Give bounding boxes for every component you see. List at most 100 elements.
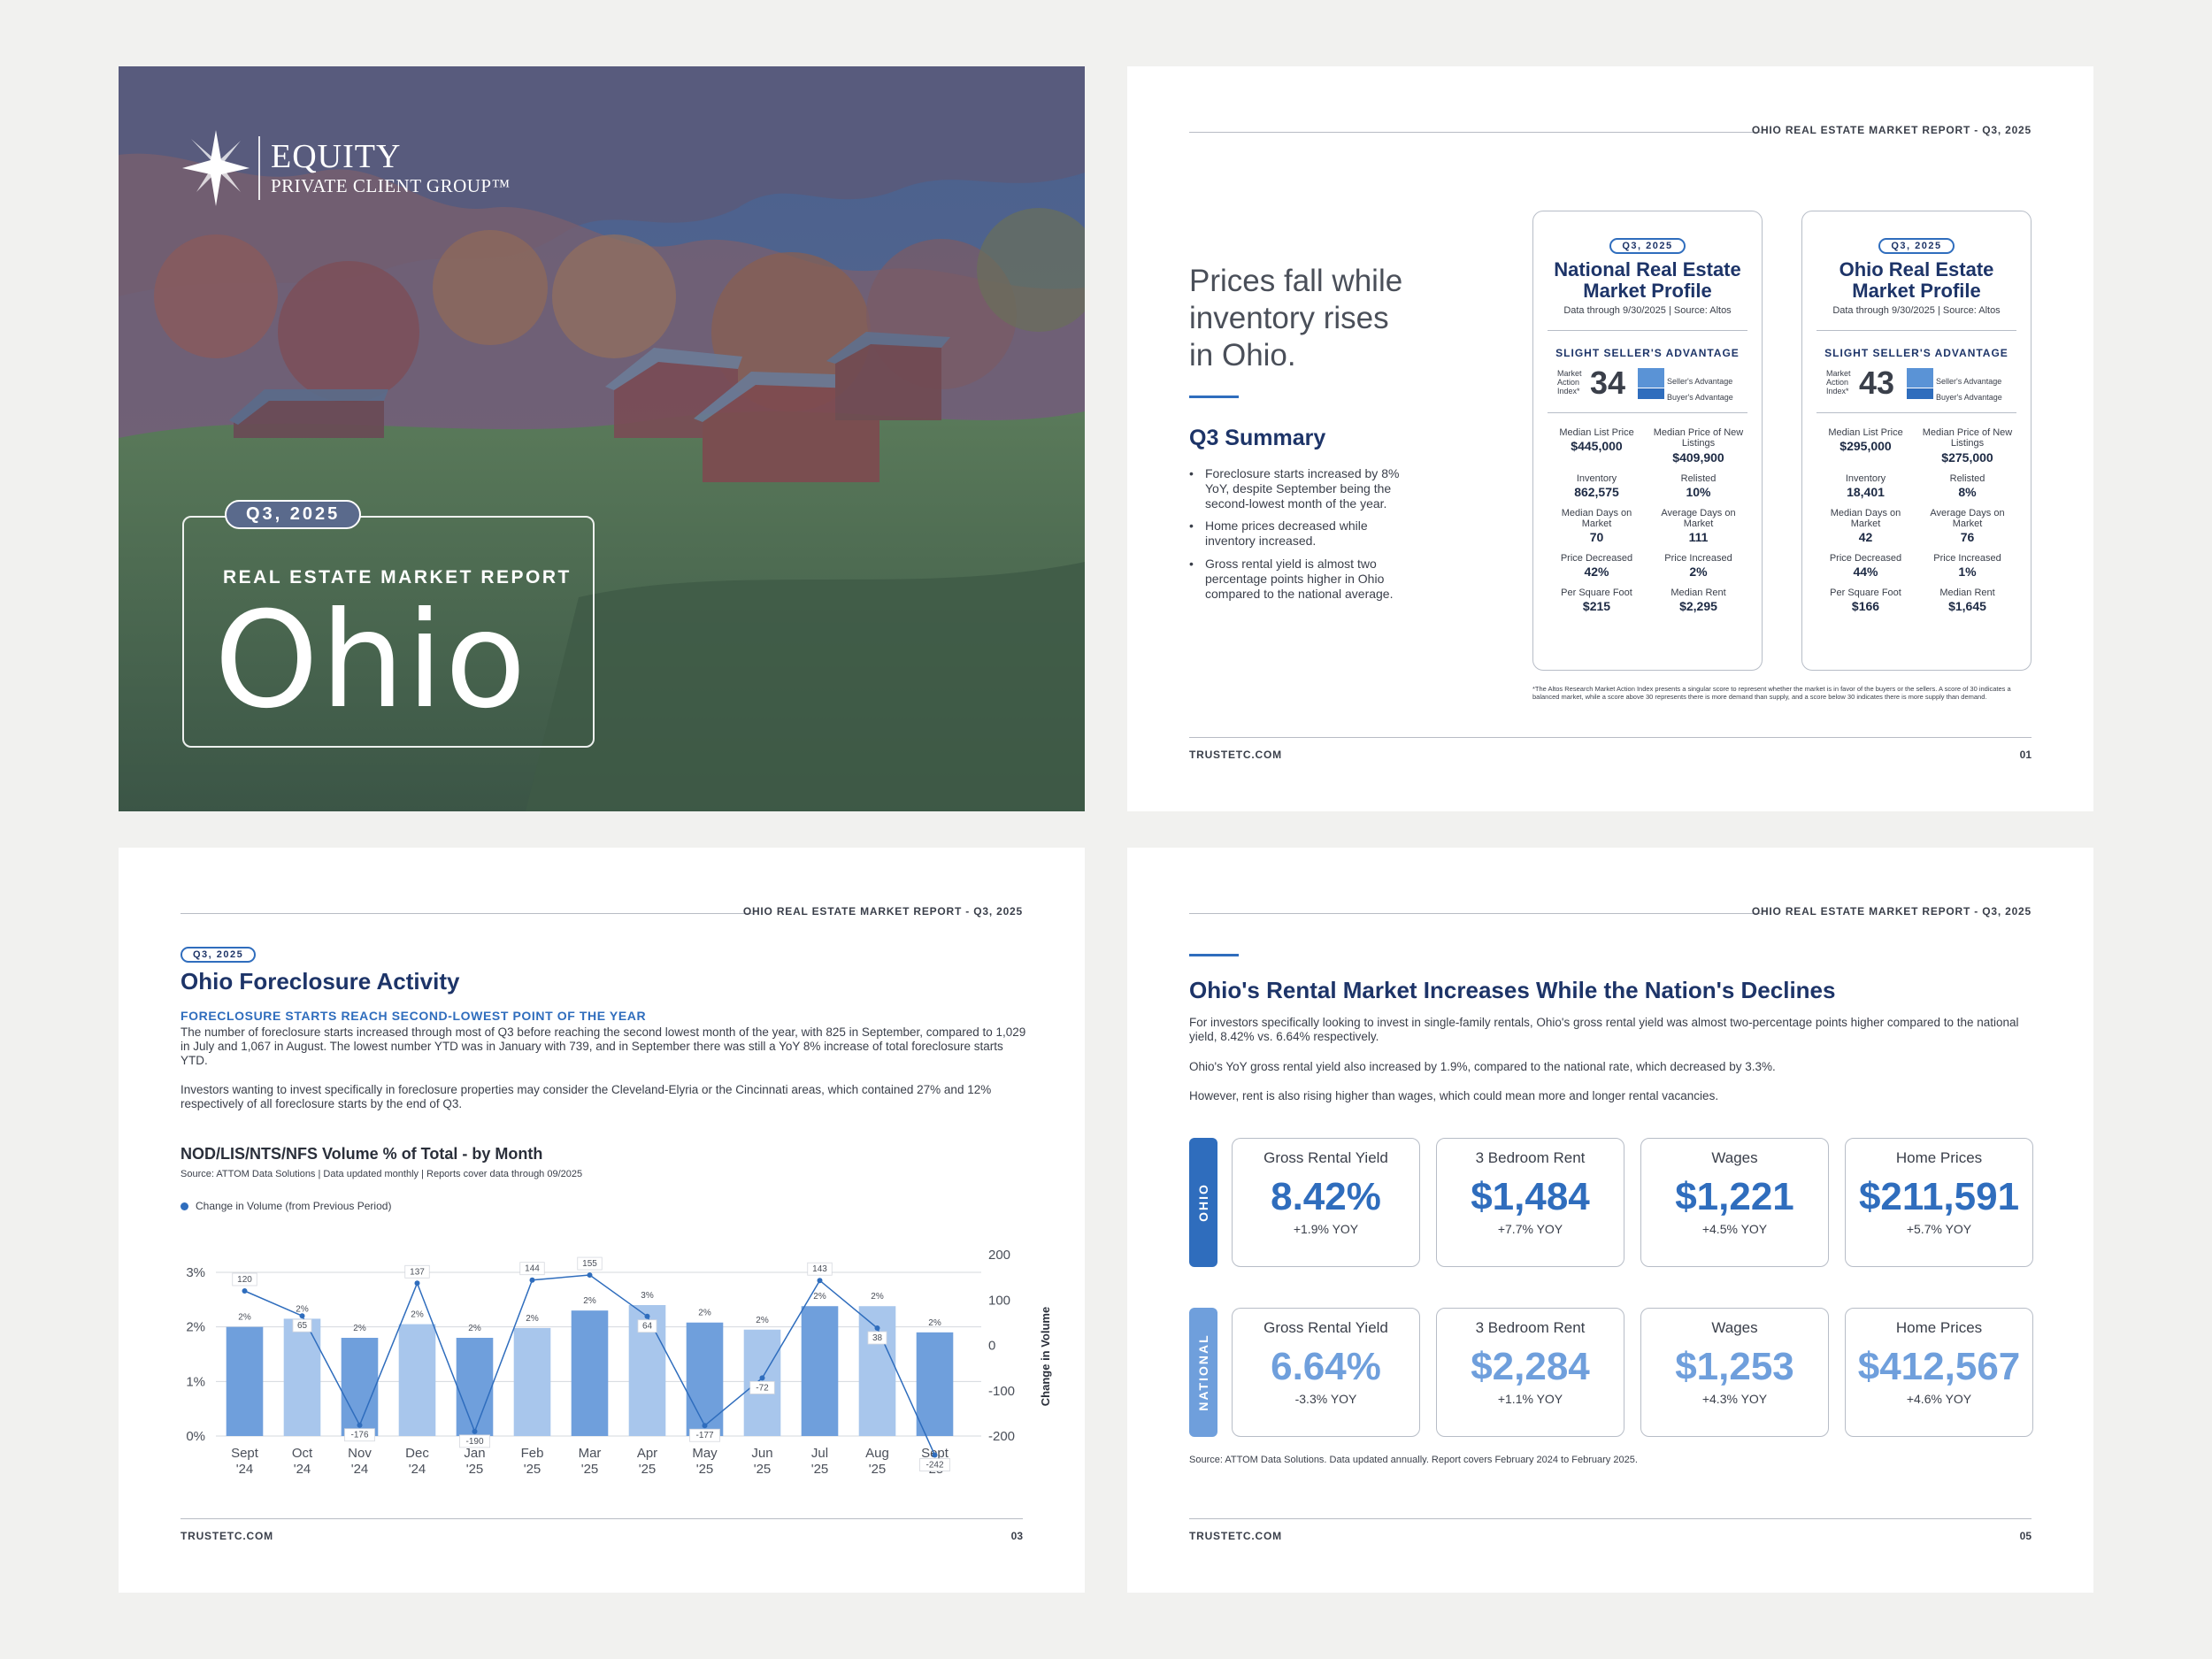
stat-label: Median Price of New Listings: [1653, 427, 1744, 449]
stat-value: $275,000: [1941, 449, 1993, 465]
bar-value-label: 2%: [296, 1304, 309, 1314]
stat-value: $166: [1851, 599, 1880, 614]
cover-title-frame: [182, 516, 595, 748]
header-rule: [1189, 132, 1762, 133]
logo-divider: [258, 136, 260, 200]
stat-label: Price Decreased: [1829, 552, 1902, 564]
footer-site: TRUSTETC.COM: [180, 1530, 273, 1542]
page-number: 01: [2019, 749, 2032, 761]
metric-change: +1.1% YOY: [1497, 1392, 1563, 1407]
market-action-index: Market Action Index* 34 Seller's Advanta…: [1533, 365, 1762, 409]
profile-source: Data through 9/30/2025 | Source: Altos: [1563, 305, 1732, 317]
bar: [571, 1310, 609, 1436]
metric-value: $211,591: [1858, 1175, 2020, 1218]
buyers-label: Buyer's Advantage: [1936, 393, 2002, 403]
index-label: Market Action Index*: [1557, 369, 1582, 396]
x-tick-label: Aug: [865, 1446, 889, 1461]
autumn-farm-landscape-photo: [119, 66, 1085, 811]
x-tick-label: Dec: [405, 1446, 429, 1461]
header-text: OHIO REAL ESTATE MARKET REPORT - Q3, 202…: [742, 905, 1023, 918]
lead-statement: Prices fall while inventory rises in Ohi…: [1189, 264, 1403, 373]
metric-card: Gross Rental Yield 6.64% -3.3% YOY: [1232, 1308, 1420, 1437]
stat: Median Rent $2,295: [1647, 588, 1749, 613]
body-paragraph: Investors wanting to invest specifically…: [180, 1083, 992, 1111]
line-point: [759, 1375, 765, 1381]
stat: Price Decreased 42%: [1546, 553, 1647, 579]
stat-value: 8%: [1958, 484, 1977, 499]
metric-card: Home Prices $412,567 +4.6% YOY: [1845, 1308, 2033, 1437]
profile-stats: Median List Price $295,000 Median Price o…: [1815, 427, 2018, 613]
x-tick-label: '25: [524, 1462, 541, 1476]
summary-bullets: Foreclosure starts increased by 8% YoY, …: [1189, 466, 1421, 609]
profile-quarter-badge: Q3, 2025: [1609, 238, 1686, 254]
x-tick-label: '24: [409, 1462, 426, 1476]
line-value-label-box: [519, 1262, 545, 1276]
metric-change: +4.6% YOY: [1906, 1392, 1972, 1407]
metric-label: Wages: [1711, 1319, 1758, 1336]
line-value-label: 143: [812, 1264, 827, 1274]
stat-value: 42: [1858, 529, 1873, 544]
profile-title-line: Market Profile: [1852, 280, 1981, 303]
body-paragraph: Ohio's YoY gross rental yield also incre…: [1189, 1060, 1776, 1073]
row-label-tab: NATIONAL: [1189, 1308, 1217, 1437]
sellers-bar: [1638, 368, 1664, 388]
x-tick-label: '24: [294, 1462, 311, 1476]
profile-quarter-badge: Q3, 2025: [1878, 238, 1955, 254]
national-market-profile-card: Q3, 2025 National Real Estate Market Pro…: [1532, 211, 1763, 671]
metric-card: 3 Bedroom Rent $1,484 +7.7% YOY: [1436, 1138, 1624, 1267]
line-point: [587, 1272, 593, 1279]
x-tick-label: Feb: [521, 1446, 544, 1461]
chart-title: NOD/LIS/NTS/NFS Volume % of Total - by M…: [180, 1145, 543, 1163]
metric-value: $412,567: [1857, 1345, 2021, 1388]
line-value-label-box: [867, 1331, 887, 1345]
stat-value: $445,000: [1571, 439, 1623, 454]
profile-title-line: National Real Estate: [1554, 258, 1741, 280]
divider: [1548, 412, 1747, 414]
bar-value-label: 2%: [698, 1309, 711, 1318]
x-tick-label: Mar: [579, 1446, 602, 1461]
bar-value-label: 2%: [583, 1296, 596, 1306]
metric-label: Gross Rental Yield: [1263, 1149, 1388, 1166]
line-value-label-box: [637, 1319, 657, 1333]
metric-change: -3.3% YOY: [1294, 1392, 1357, 1407]
line-value-label-box: [749, 1380, 775, 1394]
line-value-label: 120: [237, 1275, 252, 1285]
metric-label: Home Prices: [1895, 1149, 1983, 1166]
index-footnote: *The Altos Research Market Action Index …: [1532, 685, 2011, 701]
profile-title-line: Ohio Real Estate: [1839, 258, 1994, 280]
buyers-bar: [1638, 388, 1664, 400]
chart-legend: Change in Volume (from Previous Period): [180, 1200, 391, 1212]
body-paragraph: However, rent is also rising higher than…: [1189, 1089, 1719, 1102]
x-tick-label: '25: [581, 1462, 599, 1476]
stat-label: Average Days on Market: [1930, 507, 2005, 529]
x-tick-label: '25: [811, 1462, 829, 1476]
index-value: 43: [1859, 365, 1895, 402]
stat-label: Price Decreased: [1560, 552, 1633, 564]
metric-label: Home Prices: [1895, 1319, 1983, 1336]
bar: [398, 1324, 436, 1436]
metric-value: 8.42%: [1271, 1175, 1381, 1218]
line-value-label: -190: [465, 1437, 483, 1447]
section-subtitle: FORECLOSURE STARTS REACH SECOND-LOWEST P…: [180, 1009, 647, 1023]
market-action-index: Market Action Index* 43 Seller's Advanta…: [1802, 365, 2031, 409]
stat: Relisted 8%: [1916, 473, 2018, 499]
profile-title: Ohio Real Estate Market Profile: [1802, 258, 2031, 303]
y-tick-label-left: 2%: [186, 1320, 205, 1335]
metric-value: $1,253: [1675, 1345, 1794, 1388]
stat-label: Price Increased: [1664, 552, 1732, 564]
footer-site: TRUSTETC.COM: [1189, 749, 1282, 761]
metric-card: Wages $1,253 +4.3% YOY: [1640, 1308, 1829, 1437]
bar: [801, 1306, 839, 1436]
bar-value-label: 2%: [813, 1292, 826, 1302]
line-point: [874, 1325, 880, 1332]
stat-value: 2%: [1689, 564, 1708, 579]
metric-label: Wages: [1711, 1149, 1758, 1166]
stat-label: Median Price of New Listings: [1922, 427, 2013, 449]
page-title: Ohio's Rental Market Increases While the…: [1189, 977, 1836, 1003]
cover-eyebrow: REAL ESTATE MARKET REPORT: [223, 567, 572, 588]
buyers-label: Buyer's Advantage: [1667, 393, 1733, 403]
x-tick-label: Oct: [292, 1446, 313, 1461]
stat-label: Average Days on Market: [1661, 507, 1736, 529]
profile-title: National Real Estate Market Profile: [1533, 258, 1762, 302]
page-number: 03: [1010, 1530, 1023, 1542]
